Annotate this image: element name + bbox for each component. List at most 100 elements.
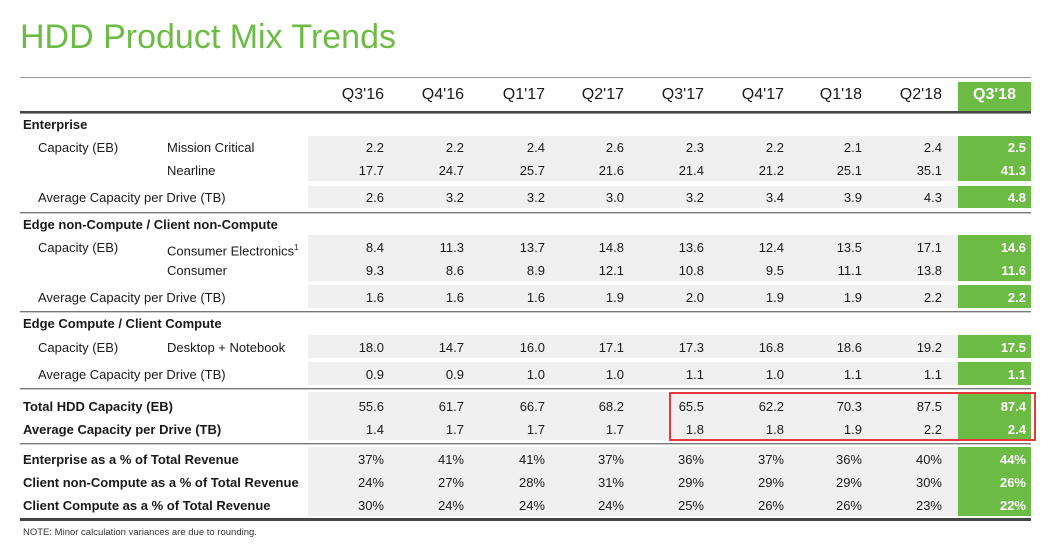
table-cell: 37%: [757, 452, 784, 467]
table-cell: 17.7: [358, 163, 384, 178]
table-cell: 14.6: [1000, 240, 1026, 255]
table-cell: 3.2: [445, 190, 464, 205]
table-cell: 17.5: [1000, 340, 1026, 355]
table-cell: 1.1: [923, 367, 942, 382]
header-divider: [20, 111, 1031, 114]
row-band: [308, 362, 958, 385]
section-divider: [20, 311, 1031, 313]
row-label: Enterprise as a % of Total Revenue: [23, 452, 239, 467]
table-cell: 2.4: [923, 140, 942, 155]
row-label: Client non-Compute as a % of Total Reven…: [23, 475, 299, 490]
table-cell: 24%: [597, 498, 624, 513]
table-cell: 1.8: [765, 422, 784, 437]
table-cell: 1.6: [365, 290, 384, 305]
current-quarter-band: [958, 392, 1031, 440]
section-title: Edge Compute / Client Compute: [23, 316, 222, 331]
column-header: Q2'17: [581, 86, 624, 103]
row-label: Total HDD Capacity (EB): [23, 399, 173, 414]
table-cell: 21.4: [678, 163, 704, 178]
table-cell: 11.3: [439, 240, 464, 255]
table-cell: 2.2: [445, 140, 464, 155]
table-cell: 1.7: [445, 422, 464, 437]
table-cell: 2.1: [843, 140, 862, 155]
table-cell: 1.0: [765, 367, 784, 382]
table-cell: 41%: [518, 452, 545, 467]
row-label: Average Capacity per Drive (TB): [38, 290, 226, 305]
section-title: Edge non-Compute / Client non-Compute: [23, 217, 278, 232]
row-band: [308, 235, 958, 281]
table-cell: 24%: [518, 498, 545, 513]
table-cell: 13.5: [836, 240, 862, 255]
table-cell: 29%: [757, 475, 784, 490]
table-cell: 1.6: [445, 290, 464, 305]
table-cell: 37%: [597, 452, 624, 467]
table-cell: 21.6: [598, 163, 624, 178]
column-header: Q2'18: [899, 86, 942, 103]
table-cell: 1.1: [843, 367, 862, 382]
table-cell: 2.6: [605, 140, 624, 155]
column-header: Q4'16: [421, 86, 464, 103]
row-band: [308, 335, 958, 358]
row-band: [308, 186, 958, 208]
row-band: [308, 136, 958, 181]
table-cell: 25.1: [836, 163, 862, 178]
table-cell: 13.7: [519, 240, 545, 255]
sublabel-text: Nearline: [167, 163, 216, 178]
table-cell: 23%: [915, 498, 942, 513]
row-band: [308, 392, 958, 440]
sublabel-text: Consumer Electronics: [167, 243, 295, 259]
row-band: [308, 285, 958, 308]
row-label: Client Compute as a % of Total Revenue: [23, 498, 271, 513]
table-cell: 8.4: [365, 240, 384, 255]
table-cell: 17.1: [598, 340, 624, 355]
table-cell: 27%: [437, 475, 464, 490]
table-cell: 21.2: [758, 163, 784, 178]
table-cell: 2.2: [923, 290, 942, 305]
table-cell: 10.8: [678, 263, 704, 278]
current-quarter-band: [958, 186, 1031, 208]
section-divider: [20, 388, 1031, 390]
table-cell: 1.6: [526, 290, 545, 305]
table-cell: 26%: [835, 498, 862, 513]
table-cell: 2.2: [1007, 290, 1026, 305]
table-cell: 1.8: [685, 422, 704, 437]
row-label: Capacity (EB): [38, 340, 119, 355]
table-cell: 62.2: [758, 399, 784, 414]
column-header: Q4'17: [741, 86, 784, 103]
table-cell: 29%: [835, 475, 862, 490]
table-cell: 1.0: [605, 367, 624, 382]
table-cell: 11.1: [837, 263, 862, 278]
column-header: Q1'18: [819, 86, 862, 103]
table-cell: 31%: [597, 475, 624, 490]
row-sublabel: Desktop + Notebook: [167, 340, 285, 356]
table-cell: 16.0: [519, 340, 545, 355]
table-cell: 3.9: [843, 190, 862, 205]
table-cell: 22%: [999, 498, 1026, 513]
row-sublabel: Consumer Electronics1: [167, 240, 299, 259]
table-cell: 16.8: [758, 340, 784, 355]
table-cell: 3.2: [685, 190, 704, 205]
sublabel-text: Consumer: [167, 263, 227, 278]
table-cell: 66.7: [519, 399, 545, 414]
table-cell: 24.7: [438, 163, 464, 178]
table-cell: 35.1: [916, 163, 942, 178]
table-cell: 87.5: [916, 399, 942, 414]
table-cell: 3.4: [765, 190, 784, 205]
current-quarter-band: [958, 235, 1031, 281]
current-quarter-band: [958, 362, 1031, 385]
column-header: Q3'18: [973, 86, 1016, 103]
row-label: Average Capacity per Drive (TB): [38, 367, 226, 382]
row-label: Capacity (EB): [38, 140, 119, 155]
current-quarter-header-bg: [958, 82, 1031, 111]
table-cell: 1.1: [685, 367, 704, 382]
table-cell: 4.8: [1007, 190, 1026, 205]
table-cell: 29%: [677, 475, 704, 490]
sublabel-text: Mission Critical: [167, 140, 255, 155]
section-title: Enterprise: [23, 117, 88, 132]
table-cell: 1.9: [843, 422, 862, 437]
table-cell: 4.3: [923, 190, 942, 205]
table-cell: 1.9: [605, 290, 624, 305]
current-quarter-band: [958, 335, 1031, 358]
table-cell: 24%: [437, 498, 464, 513]
table-cell: 17.1: [916, 240, 942, 255]
